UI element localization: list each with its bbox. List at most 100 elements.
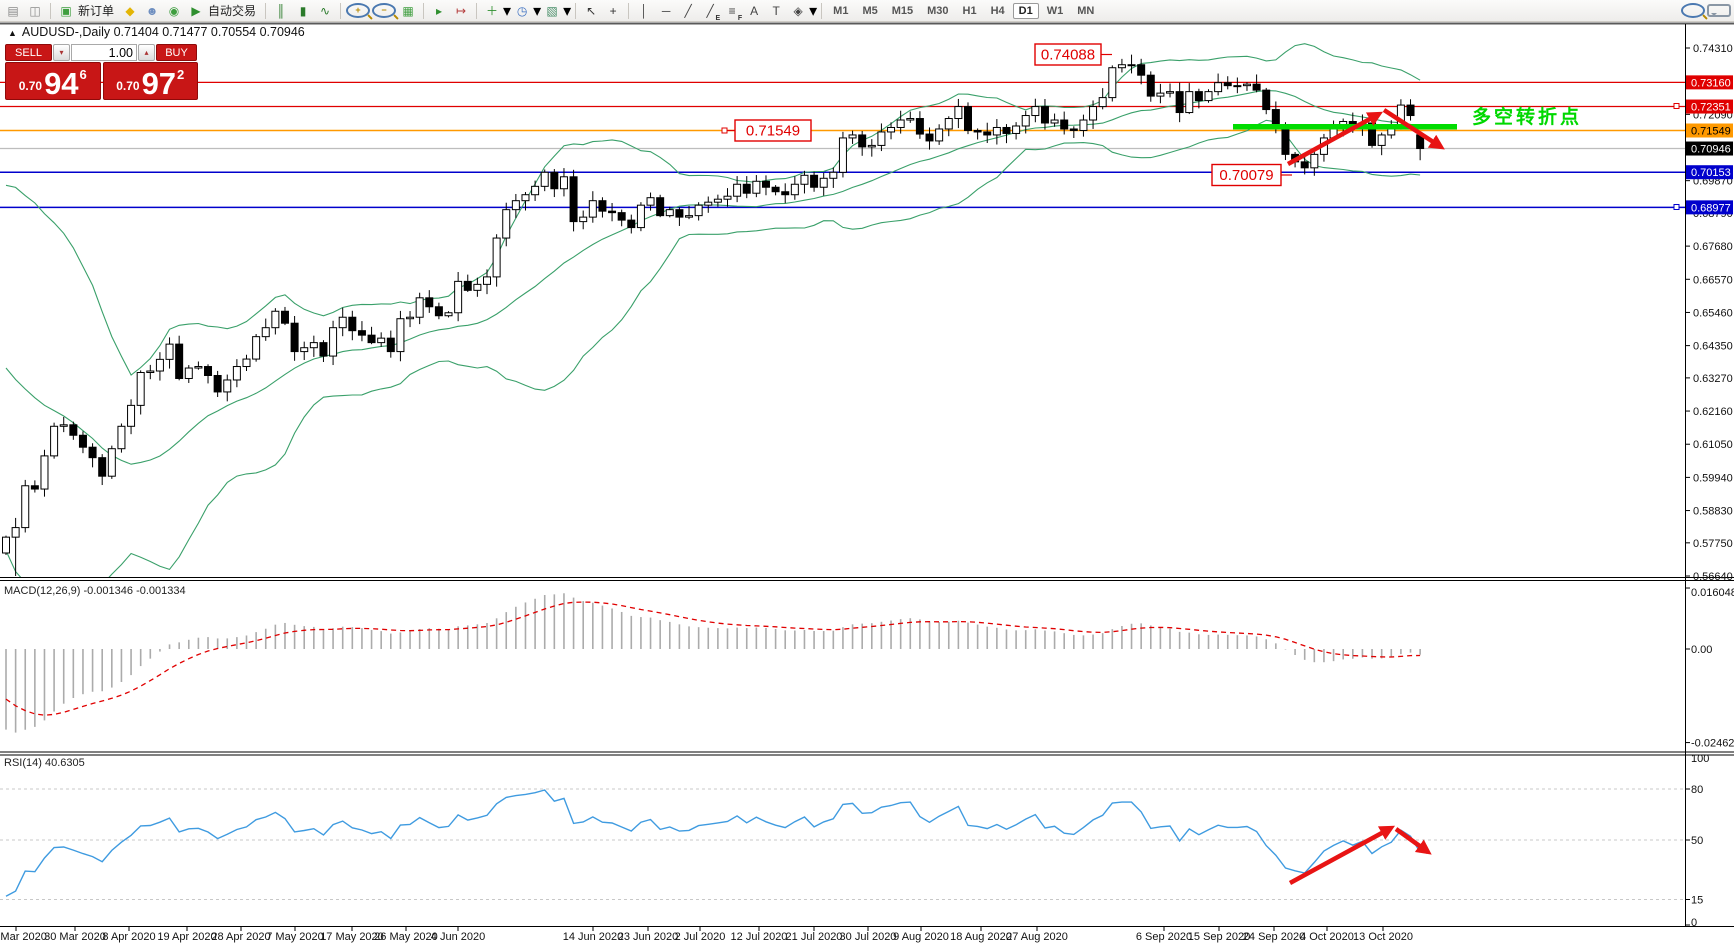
buy-button[interactable]: BUY xyxy=(156,44,197,61)
trendline-tool[interactable]: ╱ xyxy=(684,3,692,18)
date-tick-label: 24 Sep 2020 xyxy=(1243,931,1305,943)
svg-text:0.70946: 0.70946 xyxy=(1691,144,1731,156)
svg-text:0.74088: 0.74088 xyxy=(1041,47,1095,64)
bar-chart-icon[interactable]: ║ xyxy=(276,3,286,18)
rsi-line xyxy=(5,789,1421,897)
zoom-out-button[interactable]: − xyxy=(372,3,397,18)
hline-tool[interactable]: ─ xyxy=(661,3,671,18)
period-button-caret[interactable]: ▾ xyxy=(533,2,542,20)
timeframe-mn[interactable]: MN xyxy=(1077,4,1095,17)
macd-pane[interactable] xyxy=(5,593,1421,733)
auto-scroll-button[interactable]: ▸ xyxy=(436,3,443,18)
price-tick-label: 0.63270 xyxy=(1693,373,1733,385)
svg-text:0.73160: 0.73160 xyxy=(1691,77,1731,89)
date-tick-label: 4 Jun 2020 xyxy=(431,931,485,943)
data-window-icon[interactable]: ◫ xyxy=(29,3,41,18)
template-button[interactable]: ▧ xyxy=(546,3,558,18)
main-price-pane[interactable] xyxy=(0,43,1685,599)
profile-icon[interactable]: ☻ xyxy=(145,3,159,18)
toolbar-separator xyxy=(575,2,577,19)
price-tick-label: 0.59940 xyxy=(1693,472,1733,484)
date-tick-label: 30 Mar 2020 xyxy=(44,931,106,943)
rsi-tick-label: 50 xyxy=(1691,835,1703,847)
chat-icon[interactable] xyxy=(1707,4,1731,17)
date-tick-label: 23 Jun 2020 xyxy=(618,931,679,943)
rsi-indicator-label: RSI(14) 40.6305 xyxy=(4,757,85,769)
timeframe-m1[interactable]: M1 xyxy=(833,4,849,17)
price-up-arrow[interactable] xyxy=(1286,111,1384,166)
date-tick-label: 18 Aug 2020 xyxy=(950,931,1012,943)
sell-price-button[interactable]: 0.70 94 6 xyxy=(5,62,101,100)
timeframe-d1[interactable]: D1 xyxy=(1012,2,1039,19)
channel-tool[interactable]: ╱ E xyxy=(706,3,721,22)
add-indicator-button-caret[interactable]: ▾ xyxy=(503,2,512,20)
date-tick-label: 4 Oct 2020 xyxy=(1300,931,1354,943)
svg-text:0.68977: 0.68977 xyxy=(1691,202,1731,214)
bollinger-upper-band xyxy=(5,43,1421,376)
price-down-arrow[interactable] xyxy=(1382,108,1445,150)
price-badge: 0.73160 xyxy=(1686,75,1733,90)
text-tool[interactable]: A xyxy=(750,3,759,18)
buy-price-button[interactable]: 0.70 97 2 xyxy=(102,62,198,100)
chart-shift-button[interactable]: ↦ xyxy=(456,3,467,18)
volume-down-button[interactable]: ▾ xyxy=(53,44,70,61)
rsi-up-arrow[interactable] xyxy=(1288,825,1396,885)
fibonacci-tool[interactable]: ≡ F xyxy=(728,3,743,22)
price-badge: 0.72351 xyxy=(1686,99,1733,114)
rsi-tick-label: 0 xyxy=(1691,917,1697,929)
chart-icon: ▲ xyxy=(8,28,17,38)
rsi-down-arrow[interactable] xyxy=(1394,827,1432,855)
terminal-icon[interactable]: ▤ xyxy=(7,3,19,18)
date-tick-label: 12 Jul 2020 xyxy=(731,931,788,943)
sell-button[interactable]: SELL xyxy=(5,44,52,61)
macd-tick-label: 0.00 xyxy=(1691,644,1712,656)
zoom-in-button[interactable]: + xyxy=(346,3,371,18)
buy-price-head: 0.70 xyxy=(116,79,140,93)
template-button-caret[interactable]: ▾ xyxy=(563,2,572,20)
svg-text:0.70079: 0.70079 xyxy=(1219,167,1273,184)
metaeditor-icon[interactable]: ◆ xyxy=(125,3,135,18)
toolbar-separator xyxy=(340,2,342,19)
new-order-button-label[interactable]: 新订单 xyxy=(78,4,115,18)
date-tick-label: 17 May 2020 xyxy=(320,931,384,943)
date-tick-label: 2 Jul 2020 xyxy=(675,931,726,943)
date-tick-label: 27 Aug 2020 xyxy=(1006,931,1068,943)
signal-icon[interactable]: ◉ xyxy=(168,3,180,18)
pivot-price-label[interactable]: 0.71549 xyxy=(721,119,812,142)
search-icon[interactable] xyxy=(1681,3,1705,18)
pivot-green-zone[interactable] xyxy=(1233,124,1457,130)
tile-windows-icon[interactable]: ▦ xyxy=(402,3,414,18)
add-indicator-button[interactable]: ＋ xyxy=(486,4,499,18)
low-price-label[interactable]: 0.70079 xyxy=(1211,163,1292,187)
volume-up-button[interactable]: ▴ xyxy=(138,44,155,61)
timeframe-m30[interactable]: M30 xyxy=(927,4,949,17)
shapes-tool-caret[interactable]: ▾ xyxy=(809,2,818,20)
timeframe-h4[interactable]: H4 xyxy=(990,4,1005,17)
new-order-button[interactable]: ▣ xyxy=(60,3,72,18)
date-tick-label: 28 Apr 2020 xyxy=(211,931,270,943)
date-tick-label: 13 Oct 2020 xyxy=(1353,931,1413,943)
label-tool[interactable]: T xyxy=(772,3,780,18)
date-tick-label: 14 Jun 2020 xyxy=(563,931,624,943)
timeframe-m15[interactable]: M15 xyxy=(891,4,914,17)
crosshair-button[interactable]: + xyxy=(609,3,617,18)
line-chart-icon[interactable]: ∿ xyxy=(320,3,331,18)
autotrade-button-label[interactable]: 自动交易 xyxy=(208,4,257,18)
high-price-label[interactable]: 0.74088 xyxy=(1034,43,1112,66)
rsi-pane[interactable] xyxy=(0,788,1685,900)
date-tick-label: 9 Aug 2020 xyxy=(893,931,949,943)
hline-handle[interactable] xyxy=(1673,204,1680,210)
period-button[interactable]: ◷ xyxy=(516,3,528,18)
pivot-annotation-text[interactable]: 多空转折点 xyxy=(1472,105,1582,128)
timeframe-h1[interactable]: H1 xyxy=(962,4,977,17)
autotrade-button[interactable]: ▶ xyxy=(191,3,201,18)
hline-handle[interactable] xyxy=(1673,103,1680,109)
vline-tool[interactable]: │ xyxy=(640,3,648,18)
cursor-button[interactable]: ↖ xyxy=(586,3,597,18)
timeframe-m5[interactable]: M5 xyxy=(862,4,878,17)
shapes-tool[interactable]: ◈ xyxy=(793,3,803,18)
candle-chart-icon[interactable]: ▮ xyxy=(299,3,307,18)
volume-input[interactable] xyxy=(71,44,137,61)
timeframe-w1[interactable]: W1 xyxy=(1046,4,1064,17)
